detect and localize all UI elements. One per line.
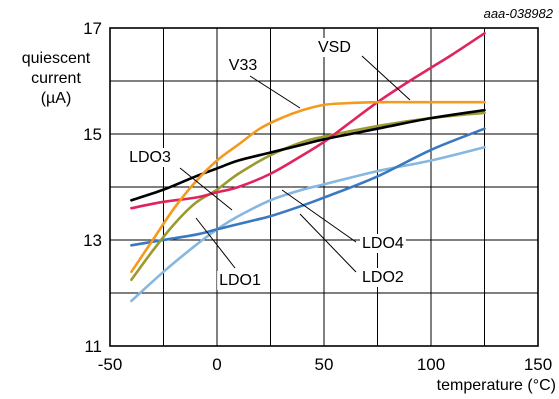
plot-frame	[109, 27, 539, 347]
series-labels: VSD V33 LDO3 LDO1 LDO4 LDO2	[127, 38, 406, 290]
label-background-ldo1	[217, 271, 263, 290]
y-tick-label: 11	[84, 337, 102, 356]
series-label-vsd: VSD	[318, 39, 351, 56]
y-tick-label: 13	[83, 231, 102, 250]
label-background-ldo3	[127, 148, 173, 167]
series-line-ldo1	[130, 111, 486, 282]
leader-line-ldo1	[195, 217, 236, 269]
x-axis-label: temperature (°C)	[437, 377, 556, 394]
series-label-ldo4: LDO4	[362, 235, 404, 252]
label-background-ldo4	[360, 234, 406, 253]
series-label-v33: V33	[229, 57, 258, 74]
x-tick-label: 0	[212, 355, 221, 374]
leader-line-ldo4	[281, 189, 357, 243]
x-tick-labels: -50 0 50 100 150	[98, 355, 552, 374]
series-line-v33	[130, 100, 486, 274]
leader-line-ldo2	[299, 213, 357, 273]
x-tick-label: 50	[315, 355, 334, 374]
series-label-ldo2: LDO2	[362, 269, 404, 286]
y-tick-labels: 11 13 15 17	[83, 19, 102, 356]
leader-line-ldo3	[179, 167, 233, 211]
series-label-ldo3: LDO3	[129, 149, 171, 166]
series-line-ldo4	[130, 127, 486, 247]
grid	[110, 28, 538, 346]
leader-line-v33	[249, 75, 301, 109]
series-label-ldo1: LDO1	[219, 272, 261, 289]
y-axis-label-line-1: quiescent	[22, 50, 91, 67]
annotation-leaders	[179, 55, 411, 273]
y-tick-label: 15	[83, 125, 102, 144]
y-tick-label: 17	[83, 19, 102, 38]
series-line-vsd	[130, 31, 486, 210]
label-background-ldo2	[360, 268, 406, 287]
series-line-ldo3	[130, 108, 486, 202]
x-tick-label: -50	[98, 355, 123, 374]
x-tick-label: 150	[524, 355, 552, 374]
leader-line-vsd	[361, 55, 411, 101]
label-background-v33	[226, 56, 260, 75]
figure-id: aaa-038982	[484, 6, 554, 21]
label-background-vsd	[316, 38, 353, 57]
series-line-ldo2	[130, 145, 486, 303]
y-axis-label-line-2: current	[31, 70, 81, 87]
series-lines	[130, 31, 486, 303]
x-tick-label: 100	[417, 355, 445, 374]
y-axis-label-line-3: (µA)	[41, 90, 72, 107]
y-axis-label: quiescent current (µA)	[22, 50, 91, 107]
